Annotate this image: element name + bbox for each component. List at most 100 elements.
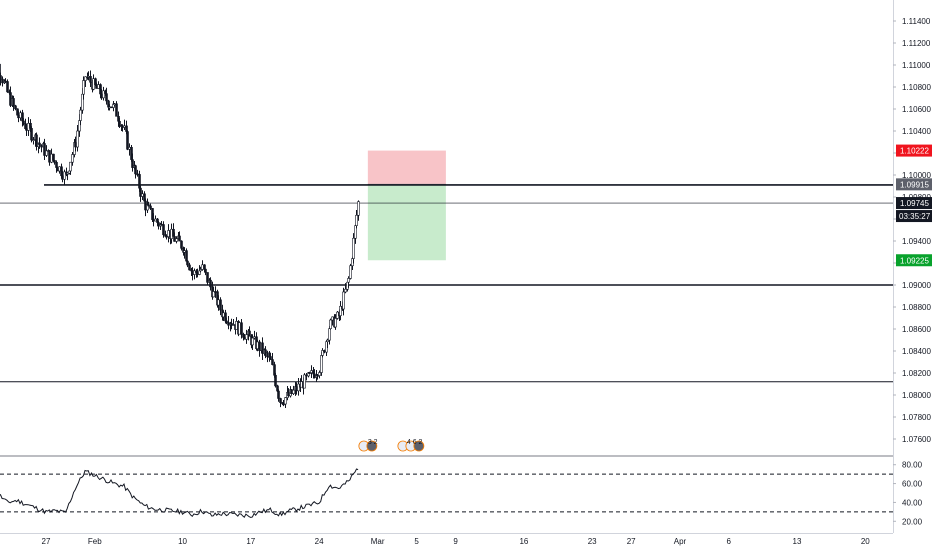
time-tick-label: Apr bbox=[674, 537, 687, 546]
candle-body bbox=[0, 63, 1, 76]
candle-body bbox=[32, 139, 35, 141]
candle-body bbox=[321, 350, 324, 356]
price-tag-label: 1.09225 bbox=[900, 256, 929, 265]
price-tag bbox=[896, 144, 932, 157]
candle-body bbox=[303, 374, 306, 389]
candle-body bbox=[342, 291, 345, 310]
candle-body bbox=[212, 291, 215, 298]
candle-body bbox=[180, 240, 183, 249]
candle-body bbox=[199, 269, 202, 272]
candle-body bbox=[329, 319, 332, 329]
candle-body bbox=[126, 131, 129, 150]
candle-body bbox=[14, 105, 17, 110]
horizontal-levels[interactable] bbox=[0, 184, 893, 383]
candle-body bbox=[139, 187, 142, 197]
candle-body bbox=[0, 75, 2, 80]
candle-body bbox=[219, 299, 222, 311]
price-tick-label: 1.09000 bbox=[902, 281, 931, 290]
time-tick-label: 5 bbox=[414, 537, 419, 546]
candle-body bbox=[240, 322, 243, 335]
candle-body bbox=[141, 193, 144, 197]
candle-body bbox=[245, 334, 248, 340]
candle-body bbox=[63, 171, 66, 180]
candle-body bbox=[53, 160, 56, 163]
candle-body bbox=[35, 134, 38, 147]
countdown-label: 03:35:27 bbox=[899, 212, 931, 221]
candle-body bbox=[76, 130, 79, 148]
long-position-tool[interactable] bbox=[367, 150, 446, 261]
candle-body bbox=[84, 76, 87, 81]
candle-body bbox=[74, 142, 77, 148]
candle-body bbox=[175, 238, 178, 242]
price-tag bbox=[896, 197, 932, 210]
candle-body bbox=[326, 339, 329, 343]
candle-body bbox=[144, 200, 147, 211]
candle-body bbox=[52, 153, 55, 161]
candle-body bbox=[279, 398, 282, 403]
candle-body bbox=[162, 224, 165, 236]
candle-body bbox=[344, 288, 347, 293]
time-tick-label: 13 bbox=[793, 537, 802, 546]
time-tick-label: Mar bbox=[371, 537, 385, 546]
candle-body bbox=[284, 397, 287, 405]
candle-body bbox=[266, 352, 269, 358]
candle-body bbox=[251, 337, 254, 346]
price-tag bbox=[896, 254, 932, 267]
candle-body bbox=[339, 305, 342, 316]
candle-body bbox=[261, 342, 264, 354]
candle-body bbox=[318, 372, 321, 376]
time-tick-label: 27 bbox=[627, 537, 636, 546]
candle-body bbox=[316, 375, 319, 377]
reward-zone bbox=[367, 184, 446, 261]
candle-body bbox=[30, 128, 33, 141]
time-tick-label: 23 bbox=[588, 537, 597, 546]
time-tick-label: 10 bbox=[178, 537, 187, 546]
candle-body bbox=[165, 235, 168, 238]
candle-body bbox=[186, 260, 189, 266]
event-icon bbox=[366, 440, 378, 452]
price-tick-label: 1.11400 bbox=[902, 17, 931, 26]
candle-body bbox=[131, 159, 134, 168]
candle-body bbox=[277, 390, 280, 399]
price-tick-label: 1.11200 bbox=[902, 39, 931, 48]
candle-body bbox=[95, 84, 98, 89]
candle-body bbox=[79, 109, 82, 121]
candle-body bbox=[355, 214, 358, 226]
oscillator-line bbox=[0, 468, 359, 519]
candle-body bbox=[43, 143, 46, 156]
price-tick-label: 1.08400 bbox=[902, 347, 931, 356]
price-tick-label: 1.08600 bbox=[902, 325, 931, 334]
candle-body bbox=[173, 236, 176, 242]
candle-body bbox=[243, 337, 246, 340]
candle-body bbox=[113, 103, 116, 106]
candle-body bbox=[227, 322, 230, 326]
time-tick-label: 16 bbox=[519, 537, 528, 546]
candle-body bbox=[178, 235, 181, 242]
candle-body bbox=[6, 81, 9, 93]
candle-body bbox=[264, 349, 267, 354]
candle-body bbox=[209, 279, 212, 288]
candle-body bbox=[97, 84, 100, 89]
candle-body bbox=[115, 103, 118, 117]
price-tick-label: 1.07600 bbox=[902, 435, 931, 444]
price-tick-label: 1.08000 bbox=[902, 391, 931, 400]
candle-body bbox=[185, 250, 188, 262]
osc-tick-label: 80.00 bbox=[902, 461, 923, 470]
candle-body bbox=[108, 106, 111, 109]
candle-body bbox=[248, 330, 251, 337]
price-tick-label: 1.07800 bbox=[902, 413, 931, 422]
time-tick-label: 20 bbox=[861, 537, 870, 546]
price-tick-label: 1.08200 bbox=[902, 369, 931, 378]
event-markers[interactable]: 3 2 4 6 2 bbox=[358, 439, 425, 452]
candle-body bbox=[92, 78, 95, 90]
candle-body bbox=[157, 222, 160, 227]
candle-body bbox=[238, 322, 241, 335]
candle-body bbox=[121, 125, 124, 128]
candle-body bbox=[222, 312, 225, 318]
candle-body bbox=[87, 76, 90, 78]
price-tick-label: 1.10000 bbox=[902, 171, 931, 180]
osc-tick-label: 20.00 bbox=[902, 517, 923, 526]
time-tick-label: 27 bbox=[42, 537, 51, 546]
candle-body bbox=[123, 125, 126, 128]
